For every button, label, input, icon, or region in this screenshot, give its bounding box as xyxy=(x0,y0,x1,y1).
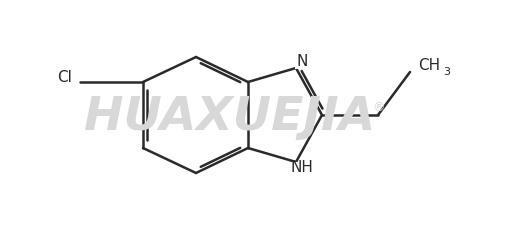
Text: HUAXUEJIA: HUAXUEJIA xyxy=(84,96,375,140)
Text: 3: 3 xyxy=(443,67,450,77)
Text: Cl: Cl xyxy=(57,71,72,85)
Text: NH: NH xyxy=(290,161,313,175)
Text: CH: CH xyxy=(418,58,440,72)
Text: ®: ® xyxy=(372,102,384,114)
Bar xyxy=(295,55,309,68)
Bar xyxy=(291,162,313,174)
Text: N: N xyxy=(296,54,307,70)
